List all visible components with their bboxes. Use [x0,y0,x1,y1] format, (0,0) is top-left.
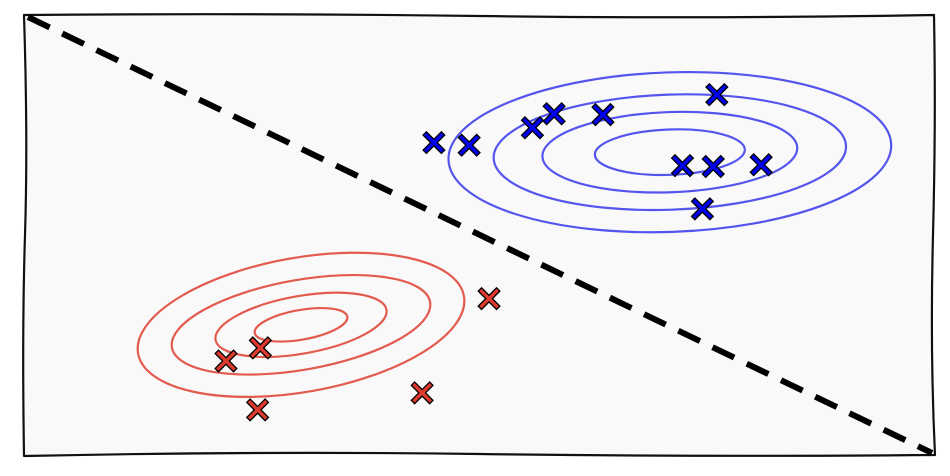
data-point-0-1 [457,133,481,157]
data-point-0-5 [705,82,729,107]
data-point-1-4 [477,286,501,311]
data-points [214,82,773,422]
data-point-0-6 [670,153,695,178]
data-point-1-0 [248,336,273,360]
contour-ring-0-2 [492,93,848,212]
data-point-0-4 [591,102,615,127]
density-contours [136,70,893,399]
data-point-0-9 [690,197,715,221]
contour-ring-1-3 [136,251,466,399]
data-point-1-2 [245,398,270,422]
data-point-0-3 [542,102,566,126]
data-point-0-7 [701,154,725,179]
decision-boundary-line [26,14,934,456]
contour-ring-0-1 [541,110,799,194]
data-point-1-1 [214,349,238,373]
contour-ring-1-2 [170,273,432,376]
contour-ring-0-3 [447,70,893,234]
decision-boundary [26,14,934,456]
contour-ring-1-1 [214,291,388,359]
data-point-0-8 [749,153,773,177]
contour-ring-0-0 [593,128,746,177]
data-point-1-3 [410,381,434,405]
data-point-0-0 [422,130,446,155]
data-point-0-2 [520,116,545,140]
contour-ring-1-0 [253,306,349,343]
